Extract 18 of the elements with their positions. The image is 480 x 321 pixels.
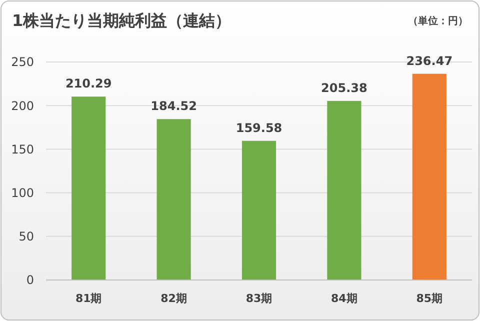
y-tick-label: 0	[26, 273, 34, 288]
x-tick-label: 82期	[160, 292, 187, 305]
data-label: 236.47	[406, 54, 453, 68]
data-label: 184.52	[150, 99, 197, 114]
text: （単位：円）	[408, 15, 468, 27]
x-tick-label: 84期	[331, 292, 358, 305]
x-tick-label: 83期	[246, 292, 272, 305]
x-tick-label: 81期	[75, 292, 102, 305]
chart-title: 1株当たり当期純利益（連結）	[12, 11, 232, 30]
data-label: 205.38	[321, 80, 368, 95]
x-tick-label: 85期	[416, 292, 443, 305]
y-tick-label: 100	[11, 186, 34, 200]
data-label: 210.29	[65, 76, 112, 91]
y-tick-label: 50	[18, 230, 34, 244]
data-label: 159.58	[236, 120, 282, 135]
y-tick-label: 200	[11, 98, 34, 113]
y-tick-label: 250	[11, 55, 34, 70]
y-tick-label: 150	[11, 142, 34, 156]
